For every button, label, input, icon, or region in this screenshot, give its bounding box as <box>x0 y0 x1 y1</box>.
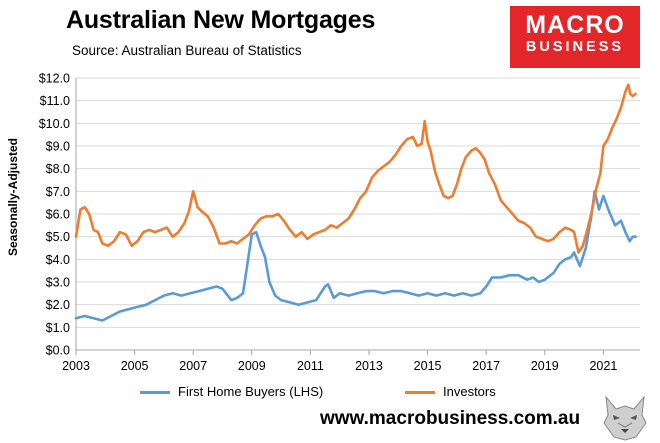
y-tick-label: $6.0 <box>46 208 70 222</box>
logo-line-2: BUSINESS <box>525 39 625 55</box>
series-line-first-home-buyers <box>74 190 637 322</box>
x-tick-labels: 2003 2005 2007 2009 2011 2013 2015 2017 2019 2021 <box>62 359 617 373</box>
y-tick-label: $10.0 <box>39 117 70 131</box>
y-tick-labels: $0.0 $1.0 $2.0 $3.0 $4.0 $5.0 $6.0 $7.0 $8.0 $9.0… <box>39 72 70 358</box>
x-tick-label: 2003 <box>62 359 90 373</box>
x-tick-label: 2009 <box>238 359 266 373</box>
x-tick-label: 2017 <box>472 359 500 373</box>
series-line-investors <box>74 83 637 254</box>
x-tick-label: 2021 <box>589 359 617 373</box>
website-url: www.macrobusiness.com.au <box>320 408 581 429</box>
x-tick-label: 2013 <box>355 359 383 373</box>
x-tick-label: 2015 <box>414 359 442 373</box>
chart-series <box>74 83 637 322</box>
x-tick-label: 2005 <box>121 359 149 373</box>
x-tick-label: 2007 <box>179 359 207 373</box>
y-tick-label: $11.0 <box>40 94 70 108</box>
legend-swatch-fhb <box>140 391 170 395</box>
chart-grid <box>76 77 640 328</box>
legend-label-investors: Investors <box>443 384 496 399</box>
macrobusiness-logo: MACRO BUSINESS <box>510 6 640 68</box>
x-tick-label: 2019 <box>531 359 559 373</box>
y-tick-label: $1.0 <box>46 321 70 335</box>
legend-swatch-investors <box>405 391 435 395</box>
logo-line-1: MACRO <box>525 11 625 39</box>
y-tick-label: $2.0 <box>46 298 70 312</box>
y-tick-label: $12.0 <box>39 72 70 86</box>
y-tick-label: $7.0 <box>46 185 70 199</box>
chart-axes <box>75 78 640 355</box>
y-tick-label: $0.0 <box>46 344 70 358</box>
y-tick-label: $3.0 <box>46 276 70 290</box>
legend-label-fhb: First Home Buyers (LHS) <box>178 384 324 399</box>
y-tick-label: $4.0 <box>46 253 70 267</box>
page-title: Australian New Mortgages <box>66 6 376 34</box>
y-tick-label: $5.0 <box>46 230 70 244</box>
x-tick-label: 2011 <box>297 359 324 373</box>
y-tick-label: $9.0 <box>46 140 70 154</box>
wolf-head-icon <box>603 395 647 441</box>
chart-source: Source: Australian Bureau of Statistics <box>72 43 302 58</box>
legend-item-first-home-buyers: First Home Buyers (LHS) <box>140 384 323 399</box>
y-tick-label: $8.0 <box>46 162 70 176</box>
legend-item-investors: Investors <box>405 384 496 399</box>
